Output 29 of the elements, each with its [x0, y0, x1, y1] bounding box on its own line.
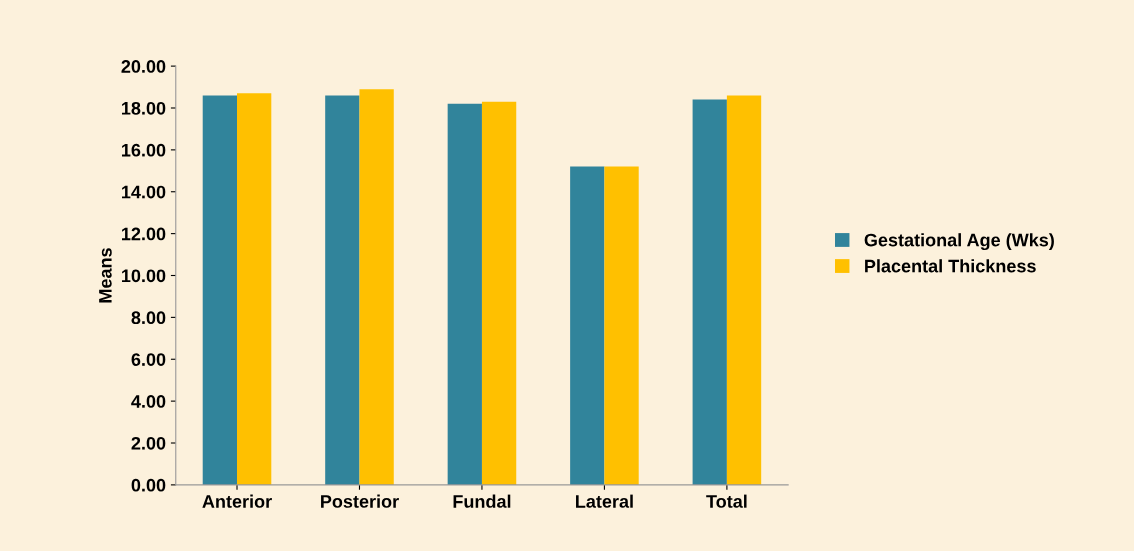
y-tick-label: 14.00 [122, 185, 166, 199]
x-tick-label: Lateral [576, 494, 633, 508]
y-tick-label: 8.00 [131, 311, 166, 325]
y-tick-label: 6.00 [131, 353, 166, 366]
bar [570, 166, 605, 485]
x-tick-label: Anterior [202, 494, 272, 508]
y-tick-label: 16.00 [122, 143, 166, 157]
y-tick-label: 0.00 [131, 478, 166, 492]
legend-label: Placental Thickness [865, 259, 1036, 273]
y-tick-label: 2.00 [131, 436, 166, 450]
bar [325, 95, 360, 485]
x-tick-label: Total [706, 494, 747, 508]
bar [481, 101, 517, 485]
bar [359, 89, 394, 485]
x-tick-label: Posterior [321, 494, 399, 508]
x-tick-label: Fundal [453, 494, 511, 508]
bar [202, 95, 238, 485]
y-tick-label: 10.00 [122, 269, 166, 283]
y-tick-label: 12.00 [122, 227, 166, 241]
bar [726, 95, 762, 485]
bar [447, 103, 482, 485]
y-tick-label: 4.00 [131, 395, 166, 408]
y-tick-label: 18.00 [122, 101, 166, 115]
bar [237, 93, 272, 485]
y-axis-title: Means [99, 248, 112, 303]
bar [692, 99, 727, 485]
bar [604, 166, 639, 485]
legend-label: Gestational Age (Wks) [864, 233, 1054, 251]
y-tick-label: 20.00 [121, 60, 166, 73]
